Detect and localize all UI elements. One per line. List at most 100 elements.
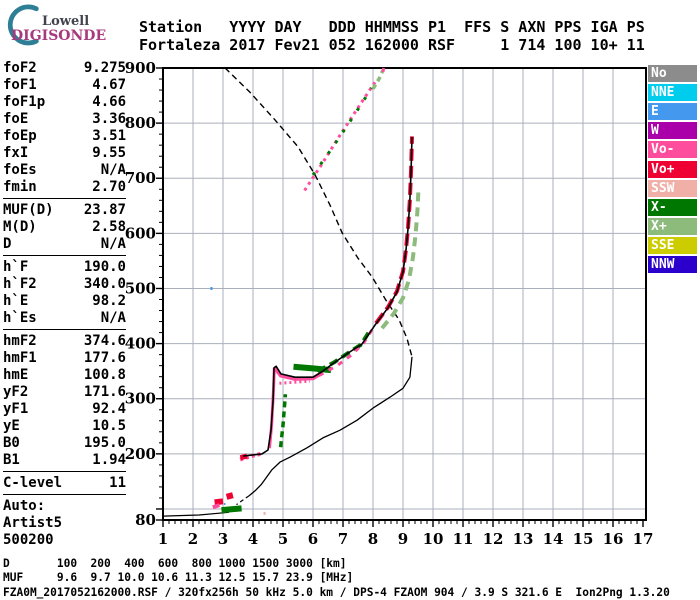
- param-label: fmin: [3, 179, 37, 195]
- y-tick-label: 600: [125, 224, 156, 242]
- param-label: fxI: [3, 145, 29, 161]
- trace-e-echo-green-x: [221, 505, 242, 514]
- param-label: foEp: [3, 128, 37, 144]
- file-info-row: FZA0M_2017052162000.RSF / 320fx256h 50 k…: [3, 586, 670, 599]
- x-tick-label: 14: [543, 530, 564, 548]
- logo-lowell-text: Lowell: [42, 14, 90, 29]
- param-value: 9.275: [83, 60, 126, 76]
- header-station-values: Fortaleza 2017 Fev21 052 162000 RSF 1 71…: [139, 36, 645, 54]
- param-value: N/A: [100, 162, 126, 178]
- legend-item-ssw: SSW: [648, 180, 697, 197]
- header-column-titles: Station YYYY DAY DDD HHMMSS P1 FFS S AXN…: [139, 18, 645, 36]
- param-row-b0: B0 195.0: [3, 435, 126, 452]
- x-tick-label: 10: [423, 530, 444, 548]
- param-value: 171.6: [83, 384, 126, 400]
- trace-bottomside-profile: [248, 356, 413, 497]
- x-tick-label: 1: [158, 530, 168, 548]
- param-row-foe: foE 3.36: [3, 111, 126, 128]
- param-value: 9.55: [92, 145, 126, 161]
- param-row-b1: B1 1.94: [3, 452, 126, 469]
- param-row-hme: hmE 100.8: [3, 367, 126, 384]
- trace-secondhop-lightgreen-x: [371, 69, 385, 90]
- param-label: C-level: [3, 475, 63, 491]
- param-row-artist5: Artist5: [3, 515, 126, 532]
- parameter-panel: foF2 9.275 foF1 4.67 foF1p 4.66 foE 3.36 foEp 3.5…: [3, 60, 126, 551]
- x-tick-label: 16: [603, 530, 624, 548]
- param-value: 4.67: [92, 77, 126, 93]
- param-value: 98.2: [92, 293, 126, 309]
- param-row-hes: h`Es N/A: [3, 310, 126, 327]
- param-label: yE: [3, 418, 20, 434]
- param-value: 2.58: [92, 219, 126, 235]
- param-row-fxi: fxI 9.55: [3, 145, 126, 162]
- param-value: 100.8: [83, 367, 126, 383]
- param-section: Auto: Artist5 500200: [3, 494, 126, 551]
- param-label: yF1: [3, 401, 29, 417]
- y-tick-label: 300: [125, 390, 156, 408]
- param-label: foF1: [3, 77, 37, 93]
- param-label: MUF(D): [3, 202, 54, 218]
- x-tick-label: 11: [453, 530, 474, 548]
- param-row-mufd: MUF(D) 23.87: [3, 202, 126, 219]
- param-label: hmE: [3, 367, 29, 383]
- param-row-ye: yE 10.5: [3, 418, 126, 435]
- y-tick-label: 800: [125, 114, 156, 132]
- y-tick-label: 900: [125, 59, 156, 77]
- param-value: 3.36: [92, 111, 126, 127]
- param-value: 10.5: [92, 418, 126, 434]
- param-label: h`Es: [3, 310, 37, 326]
- param-row-he: h`E 98.2: [3, 293, 126, 310]
- y-tick-label: 80: [135, 511, 156, 529]
- param-value: 92.4: [92, 401, 126, 417]
- legend-item-e: E: [648, 103, 697, 120]
- param-label: h`F: [3, 259, 29, 275]
- param-label: Auto:: [3, 498, 46, 514]
- trace-f2-plateau-pink-scatter: [279, 379, 311, 385]
- muf-row: MUF 9.6 9.7 10.0 10.6 11.3 12.5 15.7 23.…: [3, 571, 354, 584]
- x-tick-label: 6: [308, 530, 318, 548]
- legend-item-x-: X-: [648, 199, 697, 216]
- param-label: Artist5: [3, 515, 63, 531]
- trace-f2-cusp-lightgreen-x: [380, 186, 421, 330]
- param-value: 11: [109, 475, 126, 491]
- plot-border: [162, 67, 647, 521]
- x-tick-label: 8: [368, 530, 378, 548]
- param-row-auto: Auto:: [3, 498, 126, 515]
- y-tick-label: 200: [125, 445, 156, 463]
- param-row-hmf2: hmF2 374.6: [3, 333, 126, 350]
- param-section: h`F 190.0 h`F2 340.0 h`E 98.2 h`Es N/A: [3, 255, 126, 329]
- trace-f2-plateau-pink: [273, 366, 324, 381]
- param-section: foF2 9.275 foF1 4.67 foF1p 4.66 foE 3.36 foEp 3.5…: [3, 60, 126, 198]
- trace-artist-fitted-trace: [243, 136, 413, 457]
- param-row-fmin: fmin 2.70: [3, 179, 126, 196]
- param-label: foF1p: [3, 94, 46, 110]
- legend-item-nnw: NNW: [648, 256, 697, 273]
- x-tick-label: 7: [338, 530, 348, 548]
- param-row-fof1p: foF1p 4.66: [3, 94, 126, 111]
- param-label: foE: [3, 111, 29, 127]
- legend-item-noval: No Val: [648, 65, 697, 98]
- param-label: 500200: [3, 532, 54, 548]
- x-tick-label: 17: [633, 530, 654, 548]
- param-row-d: D N/A: [3, 236, 126, 253]
- param-value: 2.70: [92, 179, 126, 195]
- param-label: hmF1: [3, 350, 37, 366]
- x-tick-label: 15: [573, 530, 594, 548]
- param-value: 195.0: [83, 435, 126, 451]
- param-section: C-level 11: [3, 471, 126, 494]
- trace-topside-profile-model: [205, 67, 413, 357]
- legend-item-vo+: Vo+: [648, 161, 697, 178]
- param-row-clevel: C-level 11: [3, 475, 126, 492]
- param-value: N/A: [100, 310, 126, 326]
- param-value: 190.0: [83, 259, 126, 275]
- param-row-fof2: foF2 9.275: [3, 60, 126, 77]
- param-value: 23.87: [83, 202, 126, 218]
- legend-item-x+: X+: [648, 218, 697, 235]
- param-label: D: [3, 236, 12, 252]
- param-section: hmF2 374.6 hmF1 177.6 hmE 100.8 yF2 171.6 yF1 92.…: [3, 329, 126, 471]
- legend-item-nne: NNE: [648, 84, 697, 101]
- trace-e-echo-red-2: [225, 492, 234, 500]
- param-label: B1: [3, 452, 20, 468]
